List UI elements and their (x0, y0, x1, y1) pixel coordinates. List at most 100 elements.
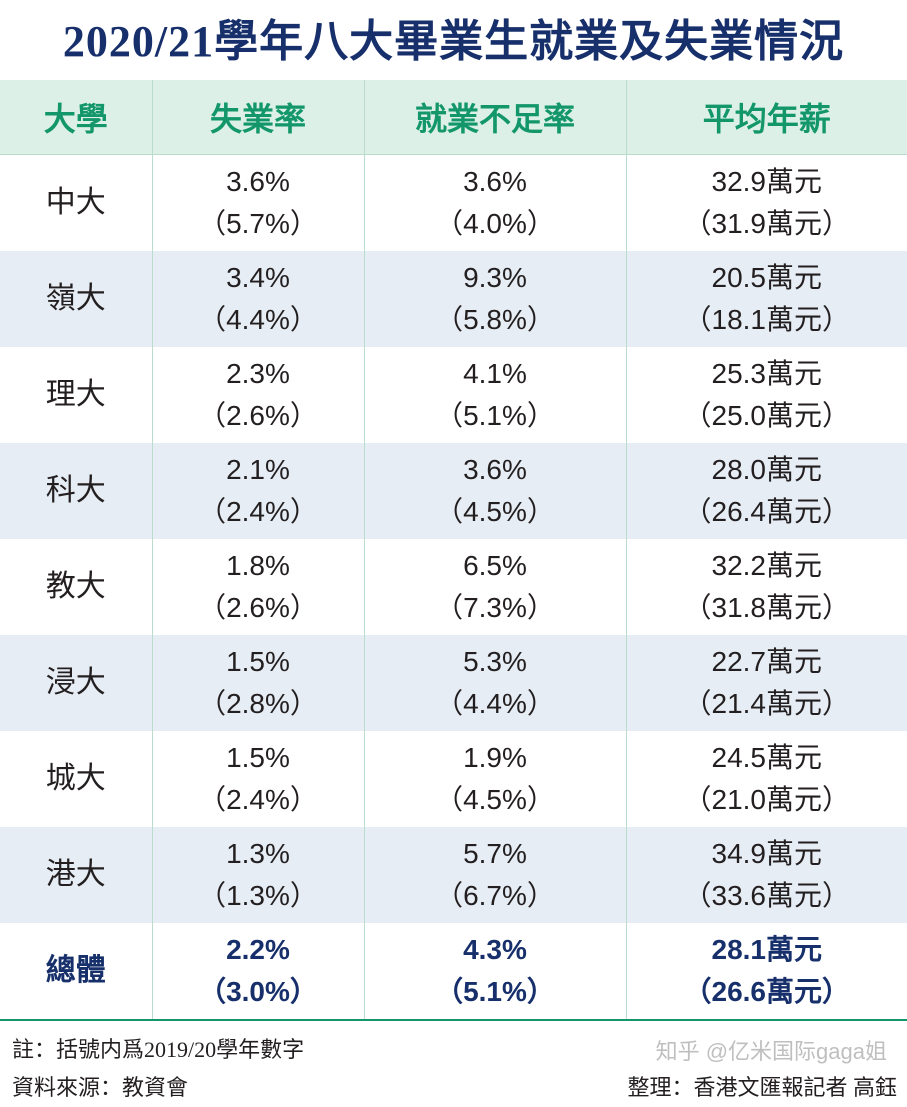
average-salary-prev: （26.6萬元） (683, 976, 851, 1007)
underemployment-cell: 5.3% （4.4%） (363, 635, 626, 731)
underemployment-cell: 6.5% （7.3%） (363, 539, 626, 635)
university-name: 中大 (45, 186, 106, 219)
data-source: 資料來源：教資會 (12, 1075, 189, 1100)
underemployment-cell: 9.3% （5.8%） (363, 251, 626, 347)
underemployment-cell: 3.6% （4.5%） (363, 443, 626, 539)
university-name: 科大 (45, 474, 106, 507)
unemployment-cell: 2.2% （3.0%） (151, 923, 364, 1021)
average-salary-prev: （31.8萬元） (683, 592, 851, 623)
salary-cell: 28.0萬元 （26.4萬元） (625, 443, 907, 539)
table-row: 科大 2.1% （2.4%） 3.6% （4.5%） 28.0萬元 （26.4萬元） (0, 443, 907, 539)
unemployment-rate-prev: （5.7%） (198, 208, 318, 239)
underemployment-rate: 5.3% (463, 646, 527, 677)
unemployment-rate: 2.2% (226, 934, 290, 965)
footnote: 註：括號内爲2019/20學年數字 (12, 1037, 305, 1062)
unemployment-rate-prev: （2.8%） (198, 688, 318, 719)
average-salary: 22.7萬元 (711, 646, 823, 677)
unemployment-cell: 2.3% （2.6%） (151, 347, 364, 443)
table-header-row: 大學 失業率 就業不足率 平均年薪 (0, 80, 907, 155)
university-name: 城大 (45, 762, 106, 795)
university-cell: 教大 (0, 539, 152, 635)
underemployment-rate-prev: （4.5%） (435, 784, 555, 815)
salary-cell: 32.2萬元 （31.8萬元） (625, 539, 907, 635)
header-unemployment: 失業率 (151, 80, 364, 155)
underemployment-rate-prev: （5.8%） (435, 304, 555, 335)
table-row: 理大 2.3% （2.6%） 4.1% （5.1%） 25.3萬元 （25.0萬元） (0, 347, 907, 443)
university-cell: 科大 (0, 443, 152, 539)
unemployment-cell: 3.6% （5.7%） (151, 154, 364, 251)
average-salary-prev: （33.6萬元） (683, 880, 851, 911)
unemployment-rate-prev: （4.4%） (198, 304, 318, 335)
university-cell: 總體 (0, 923, 152, 1021)
table-row: 城大 1.5% （2.4%） 1.9% （4.5%） 24.5萬元 （21.0萬元） (0, 731, 907, 827)
university-cell: 城大 (0, 731, 152, 827)
unemployment-rate-prev: （1.3%） (198, 880, 318, 911)
underemployment-rate: 3.6% (463, 166, 527, 197)
unemployment-rate: 3.6% (226, 166, 290, 197)
unemployment-cell: 2.1% （2.4%） (151, 443, 364, 539)
average-salary-prev: （25.0萬元） (683, 400, 851, 431)
underemployment-cell: 4.3% （5.1%） (363, 923, 626, 1021)
university-name: 教大 (45, 570, 106, 603)
underemployment-cell: 3.6% （4.0%） (363, 154, 626, 251)
university-cell: 港大 (0, 827, 152, 923)
underemployment-rate-prev: （5.1%） (435, 976, 555, 1007)
university-name: 理大 (45, 378, 106, 411)
unemployment-cell: 3.4% （4.4%） (151, 251, 364, 347)
table-row: 浸大 1.5% （2.8%） 5.3% （4.4%） 22.7萬元 （21.4萬元） (0, 635, 907, 731)
underemployment-cell: 4.1% （5.1%） (363, 347, 626, 443)
underemployment-rate-prev: （4.4%） (435, 688, 555, 719)
salary-cell: 28.1萬元 （26.6萬元） (625, 923, 907, 1021)
underemployment-rate: 4.3% (463, 934, 527, 965)
unemployment-rate-prev: （2.6%） (198, 592, 318, 623)
unemployment-rate-prev: （2.4%） (198, 784, 318, 815)
editor-credit: 整理：香港文匯報記者 高鈺 (627, 1075, 897, 1100)
average-salary-prev: （21.0萬元） (683, 784, 851, 815)
unemployment-cell: 1.5% （2.4%） (151, 731, 364, 827)
average-salary: 24.5萬元 (711, 742, 823, 773)
salary-cell: 25.3萬元 （25.0萬元） (625, 347, 907, 443)
underemployment-rate: 4.1% (463, 358, 527, 389)
unemployment-rate: 1.3% (226, 838, 290, 869)
average-salary-prev: （18.1萬元） (683, 304, 851, 335)
university-name: 嶺大 (45, 282, 106, 315)
underemployment-rate: 1.9% (463, 742, 527, 773)
average-salary: 20.5萬元 (711, 262, 823, 293)
unemployment-cell: 1.8% （2.6%） (151, 539, 364, 635)
table-row: 中大 3.6% （5.7%） 3.6% （4.0%） 32.9萬元 （31.9萬元） (0, 154, 907, 252)
underemployment-cell: 1.9% （4.5%） (363, 731, 626, 827)
average-salary: 34.9萬元 (711, 838, 823, 869)
underemployment-rate-prev: （6.7%） (435, 880, 555, 911)
unemployment-rate-prev: （2.6%） (198, 400, 318, 431)
header-underemployment: 就業不足率 (363, 80, 626, 155)
average-salary: 25.3萬元 (711, 358, 823, 389)
average-salary: 28.0萬元 (711, 454, 823, 485)
salary-cell: 24.5萬元 （21.0萬元） (625, 731, 907, 827)
underemployment-rate: 9.3% (463, 262, 527, 293)
university-cell: 中大 (0, 155, 152, 252)
unemployment-rate-prev: （3.0%） (198, 976, 318, 1007)
average-salary-prev: （21.4萬元） (683, 688, 851, 719)
unemployment-rate: 1.8% (226, 550, 290, 581)
header-university: 大學 (0, 80, 152, 155)
underemployment-rate-prev: （4.5%） (435, 496, 555, 527)
table-row: 港大 1.3% （1.3%） 5.7% （6.7%） 34.9萬元 （33.6萬元） (0, 827, 907, 923)
underemployment-rate: 6.5% (463, 550, 527, 581)
employment-table: 大學 失業率 就業不足率 平均年薪 中大 3.6% （5.7%） 3.6% （4.0%）… (0, 80, 907, 1021)
university-cell: 嶺大 (0, 251, 152, 347)
page-title: 2020/21學年八大畢業生就業及失業情況 (62, 17, 845, 66)
underemployment-rate: 3.6% (463, 454, 527, 485)
footer: 註：括號内爲2019/20學年數字 資料來源：教資會 知乎 @亿米国际gaga姐… (0, 1022, 907, 1107)
unemployment-cell: 1.3% （1.3%） (151, 827, 364, 923)
average-salary-prev: （26.4萬元） (683, 496, 851, 527)
salary-cell: 20.5萬元 （18.1萬元） (625, 251, 907, 347)
unemployment-rate: 2.1% (226, 454, 290, 485)
unemployment-cell: 1.5% （2.8%） (151, 635, 364, 731)
average-salary: 32.9萬元 (711, 166, 823, 197)
underemployment-rate-prev: （7.3%） (435, 592, 555, 623)
average-salary-prev: （31.9萬元） (683, 208, 851, 239)
university-name: 港大 (45, 858, 106, 891)
unemployment-rate: 1.5% (226, 742, 290, 773)
unemployment-rate: 1.5% (226, 646, 290, 677)
salary-cell: 32.9萬元 （31.9萬元） (625, 154, 907, 251)
